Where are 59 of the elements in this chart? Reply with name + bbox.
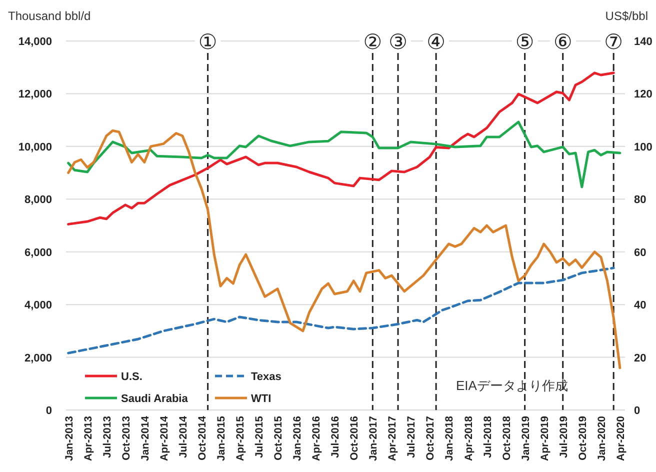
y2-tick-label: 40 [634, 300, 646, 312]
x-tick-label: Jul-2015 [254, 416, 266, 458]
y-tick-label: 6,000 [24, 246, 52, 259]
x-tick-label: Jan-2018 [444, 416, 456, 461]
x-tick-label: Oct-2019 [576, 416, 589, 460]
ref-line-label: ⑦ [604, 31, 623, 54]
x-tick-label: Jan-2017 [368, 416, 380, 461]
legend-label: WTI [251, 393, 272, 405]
x-tick-label: Apr-2016 [310, 416, 323, 461]
ref-line-label: ② [363, 31, 382, 54]
x-tick-label: Apr-2017 [386, 416, 399, 461]
x-tick-label: Jan-2013 [63, 416, 76, 461]
x-tick-label: Jul-2016 [330, 416, 342, 458]
y-tick-label: 14,000 [18, 36, 52, 48]
y-axis-title: Thousand bbl/d [8, 9, 91, 23]
x-tick-label: Jul-2019 [558, 416, 570, 458]
y2-tick-label: 140 [634, 36, 652, 48]
y2-axis-title: US$/bbl [605, 9, 648, 23]
ref-line-label: ⑤ [515, 31, 534, 54]
legend-label: Texas [251, 371, 282, 383]
y2-tick-label: 100 [634, 141, 652, 154]
x-tick-label: Apr-2020 [614, 416, 627, 461]
y-tick-label: 12,000 [18, 88, 52, 101]
ref-line-label: ③ [388, 31, 408, 54]
x-tick-label: Jan-2020 [596, 416, 608, 461]
y2-tick-label: 120 [634, 88, 652, 101]
x-tick-label: Oct-2014 [196, 416, 208, 460]
x-tick-label: Jul-2014 [177, 416, 190, 458]
ref-line-label: ④ [426, 31, 446, 54]
x-tick-label: Jul-2018 [482, 416, 494, 458]
x-tick-label: Apr-2013 [82, 416, 94, 461]
x-tick-label: Oct-2017 [424, 416, 437, 460]
x-tick-label: Apr-2018 [462, 416, 475, 461]
y-tick-label: 10,000 [18, 141, 52, 154]
x-tick-label: Apr-2014 [158, 416, 170, 461]
y2-tick-label: 80 [634, 194, 646, 206]
x-tick-label: Apr-2015 [234, 416, 247, 461]
legend-label: Saudi Arabia [121, 393, 189, 405]
y-tick-label: 0 [46, 405, 52, 417]
x-tick-label: Jan-2016 [292, 416, 304, 461]
x-tick-label: Jul-2013 [101, 416, 114, 458]
ref-line-label: ⑥ [553, 31, 572, 54]
x-tick-label: Jan-2014 [139, 416, 152, 461]
y2-tick-label: 60 [634, 246, 646, 259]
y-tick-label: 8,000 [24, 194, 52, 206]
x-tick-label: Apr-2019 [538, 416, 551, 461]
x-tick-label: Jan-2015 [215, 416, 228, 461]
x-tick-label: Oct-2016 [348, 416, 361, 460]
x-tick-label: Oct-2015 [272, 416, 285, 460]
y2-tick-label: 20 [634, 352, 646, 364]
x-tick-label: Jul-2017 [406, 416, 418, 458]
y-tick-label: 4,000 [24, 300, 52, 312]
legend-label: U.S. [121, 371, 142, 383]
x-tick-label: Oct-2018 [500, 416, 513, 460]
x-tick-label: Oct-2013 [120, 416, 132, 460]
y-tick-label: 2,000 [24, 352, 52, 364]
x-tick-label: Jan-2019 [520, 416, 532, 461]
y2-tick-label: 0 [634, 405, 640, 417]
ref-line-label: ① [198, 31, 218, 54]
